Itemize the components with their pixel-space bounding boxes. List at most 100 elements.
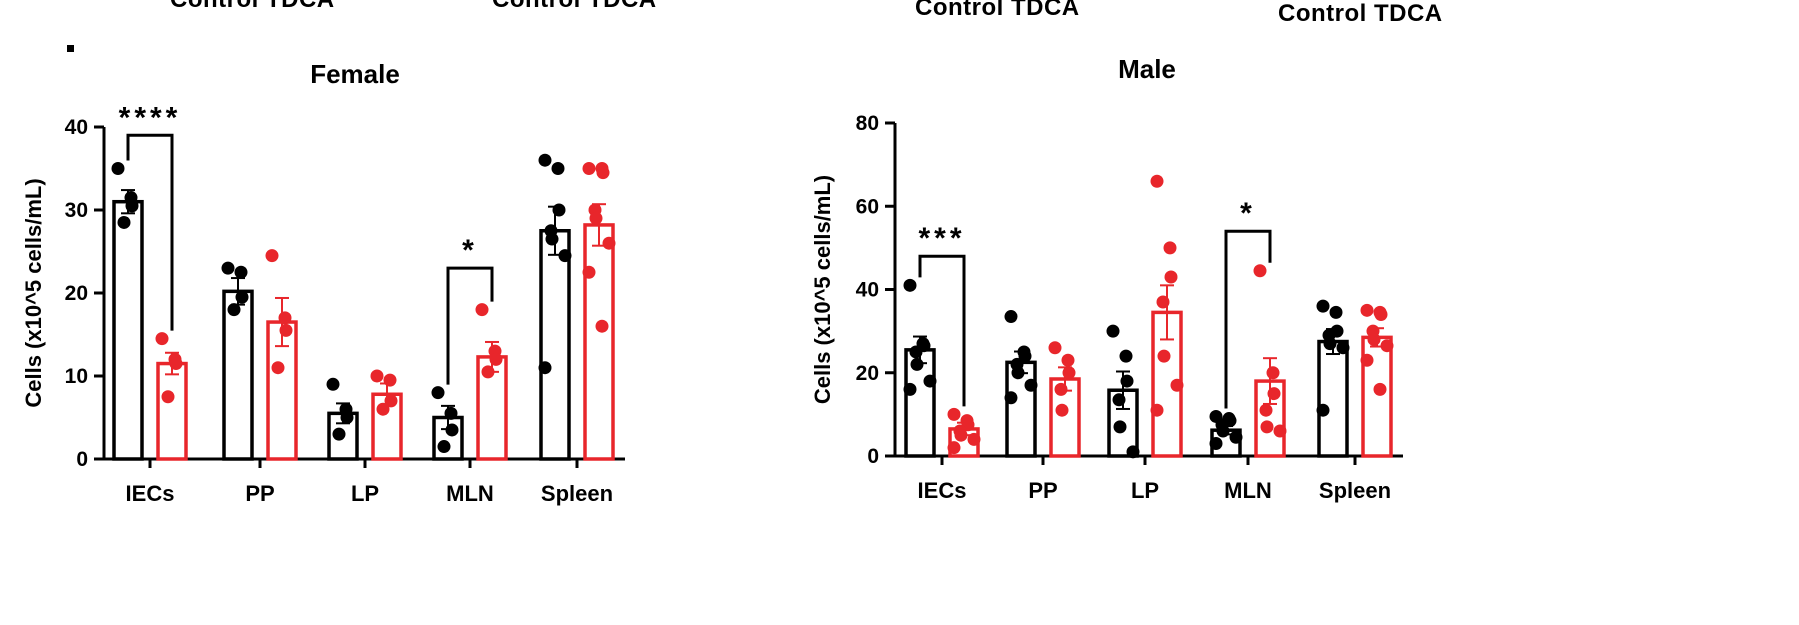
data-point-control (1004, 310, 1018, 324)
panel-marker (67, 45, 74, 52)
data-point-tdca (370, 369, 384, 383)
data-point-control (1018, 349, 1032, 363)
data-point-control (1209, 437, 1223, 451)
significance-label: * (462, 234, 478, 267)
y-tick-label: 40 (856, 279, 879, 302)
data-point-control (1024, 378, 1038, 392)
data-point-tdca (1259, 403, 1273, 417)
x-tick-label: Spleen (541, 481, 613, 506)
data-point-control (903, 382, 917, 396)
data-point-tdca (384, 394, 398, 408)
x-tick-label: PP (245, 481, 274, 506)
data-point-tdca (967, 432, 981, 446)
y-tick-label: 60 (856, 195, 879, 218)
data-point-tdca (265, 249, 279, 263)
data-point-tdca (1164, 270, 1178, 284)
data-point-tdca (169, 357, 183, 371)
data-point-tdca (1253, 264, 1267, 278)
cropped-group-label-3: Control TDCA (915, 0, 1080, 21)
data-point-tdca (1048, 341, 1062, 355)
data-point-tdca (1055, 403, 1069, 417)
x-tick-label: Spleen (1319, 478, 1391, 503)
data-point-control (1113, 420, 1127, 434)
data-point-control (1323, 337, 1337, 351)
y-tick-label: 0 (76, 448, 88, 471)
data-point-control (1011, 366, 1025, 380)
y-tick-label: 0 (867, 445, 879, 468)
x-tick-label: MLN (446, 481, 494, 506)
data-point-tdca (155, 332, 169, 346)
significance-label: * (1240, 197, 1256, 230)
data-point-tdca (1374, 307, 1388, 321)
y-axis-label: Cells (x10^5 cells/mL) (810, 175, 835, 404)
data-point-control (1329, 305, 1343, 319)
data-point-tdca (1367, 332, 1381, 346)
data-point-tdca (596, 166, 610, 180)
data-point-tdca (1260, 420, 1274, 434)
x-tick-label: IECs (126, 481, 175, 506)
data-point-control (1316, 299, 1330, 313)
data-point-control (111, 162, 125, 175)
data-point-tdca (1157, 349, 1171, 363)
data-point-tdca (595, 319, 609, 333)
data-point-tdca (481, 365, 495, 379)
data-point-tdca (947, 441, 961, 455)
x-tick-label: LP (1131, 478, 1159, 503)
significance-bracket (918, 254, 966, 407)
data-point-tdca (278, 311, 292, 325)
data-point-control (923, 374, 937, 388)
significance-bracket (126, 133, 174, 331)
y-tick-label: 10 (65, 365, 88, 388)
data-point-tdca (475, 303, 489, 317)
data-point-tdca (947, 407, 961, 421)
data-point-control (538, 153, 552, 167)
data-point-control (1336, 341, 1350, 355)
data-point-tdca (1373, 382, 1387, 396)
data-point-control (437, 440, 451, 454)
data-point-control (558, 249, 572, 263)
data-point-control (1120, 374, 1134, 388)
data-point-tdca (1360, 303, 1374, 317)
data-point-tdca (1150, 174, 1164, 188)
data-point-tdca (271, 361, 285, 375)
data-point-tdca (1163, 241, 1177, 255)
data-point-control (552, 203, 566, 217)
data-point-tdca (1266, 366, 1280, 380)
significance-bracket (446, 266, 494, 385)
bar-control-spleen (1317, 339, 1349, 458)
data-point-control (1119, 349, 1133, 363)
data-point-control (903, 278, 917, 292)
data-point-tdca (1273, 424, 1287, 438)
data-point-control (117, 215, 131, 229)
data-point-tdca (1360, 353, 1374, 367)
data-point-tdca (376, 402, 390, 416)
x-tick-label: MLN (1224, 478, 1272, 503)
significance-label: **** (119, 101, 182, 134)
data-point-tdca (1062, 366, 1076, 380)
y-tick-label: 30 (65, 199, 88, 222)
cropped-group-label-4: Control TDCA (1278, 0, 1443, 27)
y-axis-label: Cells (x10^5 cells/mL) (21, 178, 46, 407)
y-tick-label: 20 (65, 282, 88, 305)
data-point-control (909, 345, 923, 359)
significance-bracket (1224, 229, 1272, 409)
data-point-tdca (954, 428, 968, 442)
data-point-tdca (161, 390, 175, 404)
data-point-tdca (1150, 403, 1164, 417)
data-point-control (1229, 430, 1243, 444)
x-tick-label: PP (1028, 478, 1057, 503)
data-point-control (234, 265, 248, 279)
data-point-tdca (1061, 353, 1075, 367)
data-point-control (910, 357, 924, 371)
data-point-tdca (383, 373, 397, 387)
cropped-group-label-1: Control TDCA (170, 0, 335, 14)
data-point-control (1106, 324, 1120, 338)
data-point-tdca (1054, 382, 1068, 396)
chart-title: Female (310, 59, 400, 89)
data-point-control (332, 427, 346, 441)
data-point-tdca (582, 162, 596, 175)
data-point-control (538, 361, 552, 375)
